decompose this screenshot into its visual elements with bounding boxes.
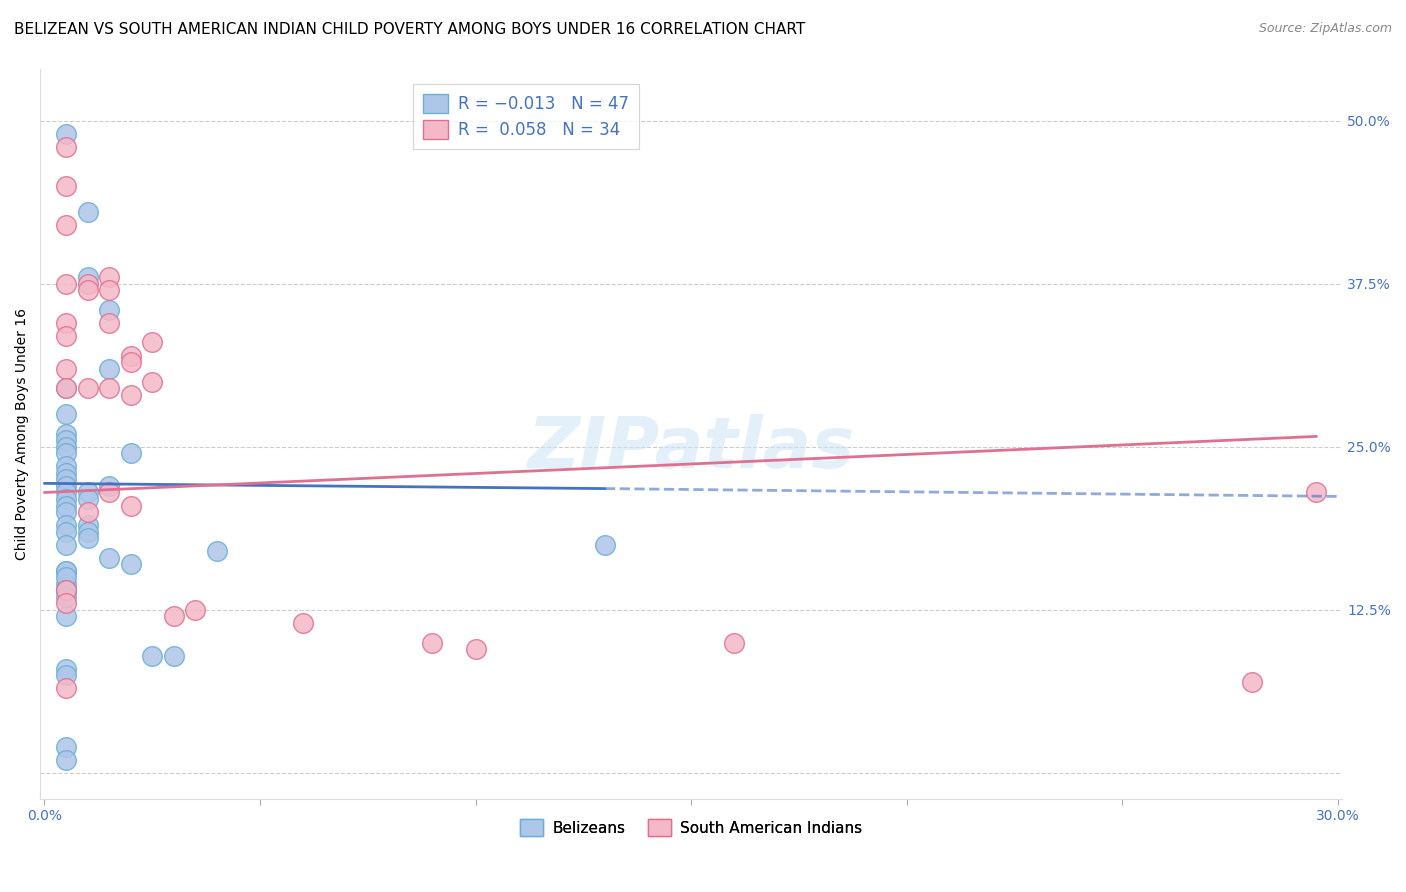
Point [55,407,77,421]
Point [55,564,77,578]
Point [98,302,121,317]
Point [76,531,98,545]
Point [98,550,121,565]
Point [141,375,163,389]
Point [163,648,186,663]
Text: BELIZEAN VS SOUTH AMERICAN INDIAN CHILD POVERTY AMONG BOYS UNDER 16 CORRELATION : BELIZEAN VS SOUTH AMERICAN INDIAN CHILD … [14,22,806,37]
Point [55,446,77,460]
Point [55,277,77,291]
Point [141,648,163,663]
Point [76,381,98,395]
Point [464,642,486,657]
Point [55,127,77,141]
Point [120,446,142,460]
Point [76,205,98,219]
Point [76,518,98,533]
Point [120,558,142,572]
Point [98,270,121,285]
Point [76,277,98,291]
Point [163,609,186,624]
Point [1305,485,1327,500]
Point [76,524,98,539]
Point [120,355,142,369]
Point [76,505,98,519]
Point [55,590,77,604]
Point [76,283,98,297]
Point [55,479,77,493]
Point [76,485,98,500]
Point [55,381,77,395]
Point [55,426,77,441]
Point [76,270,98,285]
Point [55,140,77,154]
Point [55,434,77,448]
Point [55,583,77,598]
Point [120,387,142,401]
Point [55,381,77,395]
Point [55,570,77,584]
Point [1240,674,1263,689]
Point [55,564,77,578]
Point [120,349,142,363]
Point [55,609,77,624]
Text: Source: ZipAtlas.com: Source: ZipAtlas.com [1258,22,1392,36]
Point [55,491,77,506]
Point [55,524,77,539]
Point [55,466,77,480]
Point [98,485,121,500]
Point [55,538,77,552]
Point [55,499,77,513]
Point [98,479,121,493]
Point [55,576,77,591]
Point [120,499,142,513]
Point [55,329,77,343]
Point [55,662,77,676]
Point [55,218,77,232]
Point [55,178,77,193]
Point [55,505,77,519]
Point [55,440,77,454]
Y-axis label: Child Poverty Among Boys Under 16: Child Poverty Among Boys Under 16 [15,308,30,560]
Point [55,739,77,754]
Point [98,283,121,297]
Point [55,753,77,767]
Point [55,316,77,330]
Point [55,485,77,500]
Point [55,459,77,474]
Point [55,681,77,695]
Point [55,668,77,682]
Point [98,381,121,395]
Legend: Belizeans, South American Indians: Belizeans, South American Indians [515,813,869,843]
Point [723,635,745,649]
Point [98,361,121,376]
Point [98,316,121,330]
Point [55,518,77,533]
Point [55,583,77,598]
Text: ZIPatlas: ZIPatlas [527,414,855,483]
Point [141,335,163,350]
Point [205,544,228,558]
Point [55,596,77,610]
Point [55,583,77,598]
Point [76,491,98,506]
Point [422,635,444,649]
Point [184,603,207,617]
Point [292,615,315,630]
Point [55,473,77,487]
Point [55,361,77,376]
Point [593,538,616,552]
